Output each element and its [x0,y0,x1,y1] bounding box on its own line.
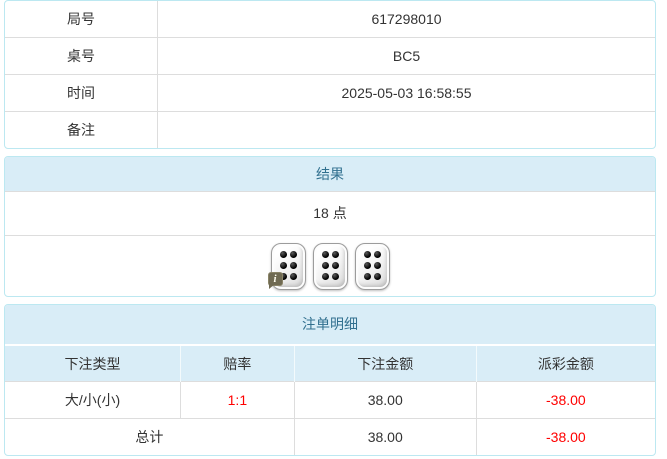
table-row: 备注 [5,111,655,148]
col-header-bet-type: 下注类型 [5,346,181,382]
table-number-value: BC5 [157,37,655,75]
table-row: 局号 617298010 [5,1,655,38]
round-number-value: 617298010 [371,11,442,27]
total-row: 总计 38.00 -38.00 [5,418,655,455]
die-pips [321,250,341,282]
time-value: 2025-05-03 16:58:55 [157,74,655,112]
time-label: 时间 [5,74,158,112]
die-pips [279,250,299,282]
bet-details-panel: 注单明细 下注类型 赔率 下注金额 派彩金额 大/小(小) 1:1 38.00 … [4,304,656,456]
result-panel-title: 结果 [5,157,655,192]
die-2 [312,242,348,290]
game-info-panel: 局号 617298010 桌号 BC5 时间 2025-05-03 16:58:… [4,0,656,149]
die-1: i [267,242,306,290]
total-bet-amount-cell: 38.00 [293,418,477,455]
remark-value [157,111,655,148]
col-header-payout: 派彩金额 [475,346,655,382]
die-pip [290,272,297,280]
game-info-table: 局号 617298010 桌号 BC5 时间 2025-05-03 16:58:… [5,1,655,148]
die-pip [290,261,297,269]
die-3 [354,242,390,290]
die-pip [322,251,329,259]
die-pip [322,272,329,280]
die-pip [280,251,287,259]
bet-amount-cell: 38.00 [293,381,477,419]
table-header-row: 下注类型 赔率 下注金额 派彩金额 [5,346,655,382]
col-header-odds: 赔率 [180,346,295,382]
total-payout-cell: -38.00 [475,418,655,455]
odds-cell: 1:1 [180,381,295,419]
die-pip [322,261,329,269]
round-number-label: 局号 [5,1,158,38]
die-pip [374,261,381,269]
die-pip [290,251,297,259]
table-number-label: 桌号 [5,37,158,75]
dice-row: i [5,236,655,296]
payout-cell: -38.00 [475,381,655,419]
result-points: 18 点 [5,192,655,236]
die-pip [332,261,339,269]
die-pip [374,272,381,280]
info-badge-icon[interactable]: i [267,271,283,289]
table-row: 时间 2025-05-03 16:58:55 [5,74,655,112]
die-pip [364,272,371,280]
bet-details-title: 注单明细 [5,305,655,346]
die-pip [364,251,371,259]
bet-row: 大/小(小) 1:1 38.00 -38.00 [5,381,655,419]
die-pip [280,272,287,280]
die-pip [332,251,339,259]
col-header-bet-amount: 下注金额 [293,346,477,382]
bet-type-cell: 大/小(小) [5,381,181,419]
remark-label: 备注 [5,111,158,148]
table-row: 桌号 BC5 [5,37,655,75]
total-label-cell: 总计 [5,418,295,455]
die-pip [364,261,371,269]
die-pips [363,250,383,282]
die-pip [280,261,287,269]
die-pip [332,272,339,280]
die-pip [374,251,381,259]
result-panel: 结果 18 点 i [4,156,656,297]
bet-details-table: 下注类型 赔率 下注金额 派彩金额 大/小(小) 1:1 38.00 -38.0… [5,346,655,455]
